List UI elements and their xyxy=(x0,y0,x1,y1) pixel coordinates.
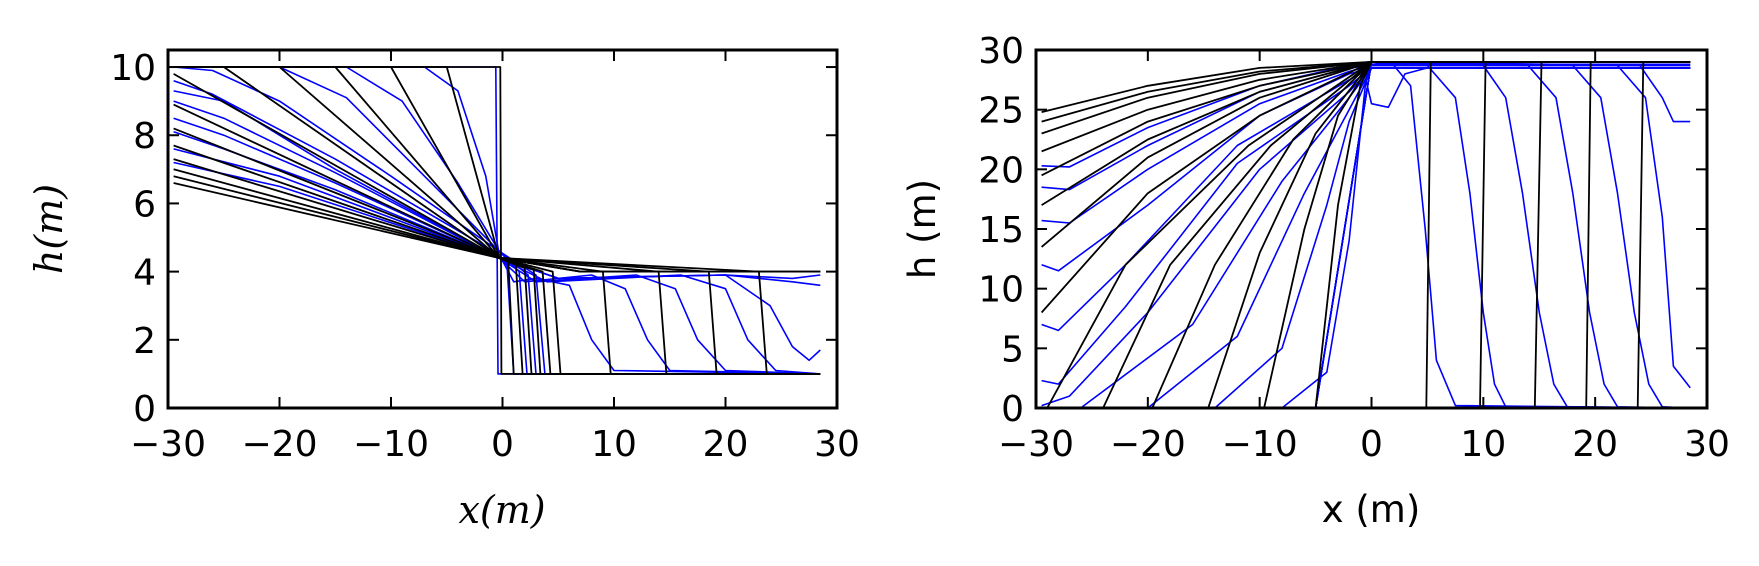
series-line-exact-right-18 xyxy=(1314,61,1691,409)
y-tick-label-right-1: 5 xyxy=(1001,329,1024,370)
series-line-exact-right-21 xyxy=(1151,61,1691,409)
y-tick-label-right-0: 0 xyxy=(1001,389,1024,430)
tick-layer-left: −30 −20 −10 0 10 20 30 0 2 4 6 8 10 xyxy=(110,48,860,465)
x-tick-label-left-3: 0 xyxy=(491,424,514,465)
series-line-numerical-right-2 xyxy=(1041,67,1691,409)
y-tick-label-left-4: 8 xyxy=(133,116,156,157)
series-layer-left xyxy=(173,66,821,375)
x-tick-label-left-2: −10 xyxy=(353,424,429,465)
x-tick-label-left-4: 10 xyxy=(591,424,637,465)
x-tick-label-right-0: −30 xyxy=(998,424,1074,465)
x-tick-label-right-6: 30 xyxy=(1684,424,1730,465)
series-line-numerical-right-1 xyxy=(1041,67,1691,409)
series-layer-right xyxy=(1040,61,1691,409)
x-tick-label-right-5: 20 xyxy=(1572,424,1618,465)
series-line-numerical-left-8 xyxy=(173,117,821,375)
y-tick-label-left-3: 6 xyxy=(133,184,156,225)
x-tick-label-right-1: −20 xyxy=(1110,424,1186,465)
y-tick-label-left-0: 0 xyxy=(133,389,156,430)
x-tick-label-right-4: 10 xyxy=(1460,424,1506,465)
y-axis-label-right: h (m) xyxy=(901,179,944,279)
series-line-numerical-right-4 xyxy=(1041,67,1691,407)
series-line-numerical-right-0 xyxy=(1041,67,1691,409)
tick-layer-right: −30 −20 −10 0 10 20 30 0 5 10 15 20 25 30 xyxy=(978,31,1730,465)
series-line-numerical-right-3 xyxy=(1041,67,1691,409)
x-tick-label-left-1: −20 xyxy=(242,424,318,465)
series-line-exact-right-19 xyxy=(1263,61,1691,409)
series-line-exact-right-23 xyxy=(1046,61,1691,409)
y-tick-label-left-2: 4 xyxy=(133,253,156,294)
chart-h-vs-x-right: −30 −20 −10 0 10 20 30 0 5 10 15 20 25 30 x (m) h (m) xyxy=(901,31,1730,531)
series-line-numerical-right-6 xyxy=(1041,67,1691,332)
x-tick-label-left-5: 20 xyxy=(703,424,749,465)
x-tick-label-right-2: −10 xyxy=(1222,424,1298,465)
series-line-exact-left-25 xyxy=(173,182,821,273)
x-tick-label-right-3: 0 xyxy=(1360,424,1383,465)
series-line-numerical-right-5 xyxy=(1041,67,1691,385)
series-line-numerical-left-11 xyxy=(173,161,821,287)
y-tick-label-left-1: 2 xyxy=(133,321,156,362)
y-tick-label-right-6: 30 xyxy=(978,31,1024,72)
series-line-numerical-left-2 xyxy=(173,66,821,375)
x-axis-label-left: x(m) xyxy=(458,488,545,532)
x-axis-label-right: x (m) xyxy=(1322,488,1421,531)
series-line-exact-right-20 xyxy=(1207,61,1691,409)
y-axis-label-left: h(m) xyxy=(27,184,71,274)
y-tick-label-right-3: 15 xyxy=(978,210,1024,251)
y-tick-label-right-4: 20 xyxy=(978,150,1024,191)
series-line-numerical-left-4 xyxy=(173,66,821,375)
x-tick-label-left-6: 30 xyxy=(814,424,860,465)
plot-frame-left xyxy=(166,48,839,410)
y-tick-label-left-5: 10 xyxy=(110,48,156,89)
x-tick-label-left-0: −30 xyxy=(130,424,206,465)
series-line-numerical-left-0 xyxy=(173,66,821,375)
y-tick-label-right-5: 25 xyxy=(978,91,1024,132)
y-tick-label-right-2: 10 xyxy=(978,270,1024,311)
series-line-exact-right-22 xyxy=(1102,61,1691,409)
chart-h-vs-x-left: −30 −20 −10 0 10 20 30 0 2 4 6 8 10 x(m) h(m) xyxy=(27,48,860,532)
